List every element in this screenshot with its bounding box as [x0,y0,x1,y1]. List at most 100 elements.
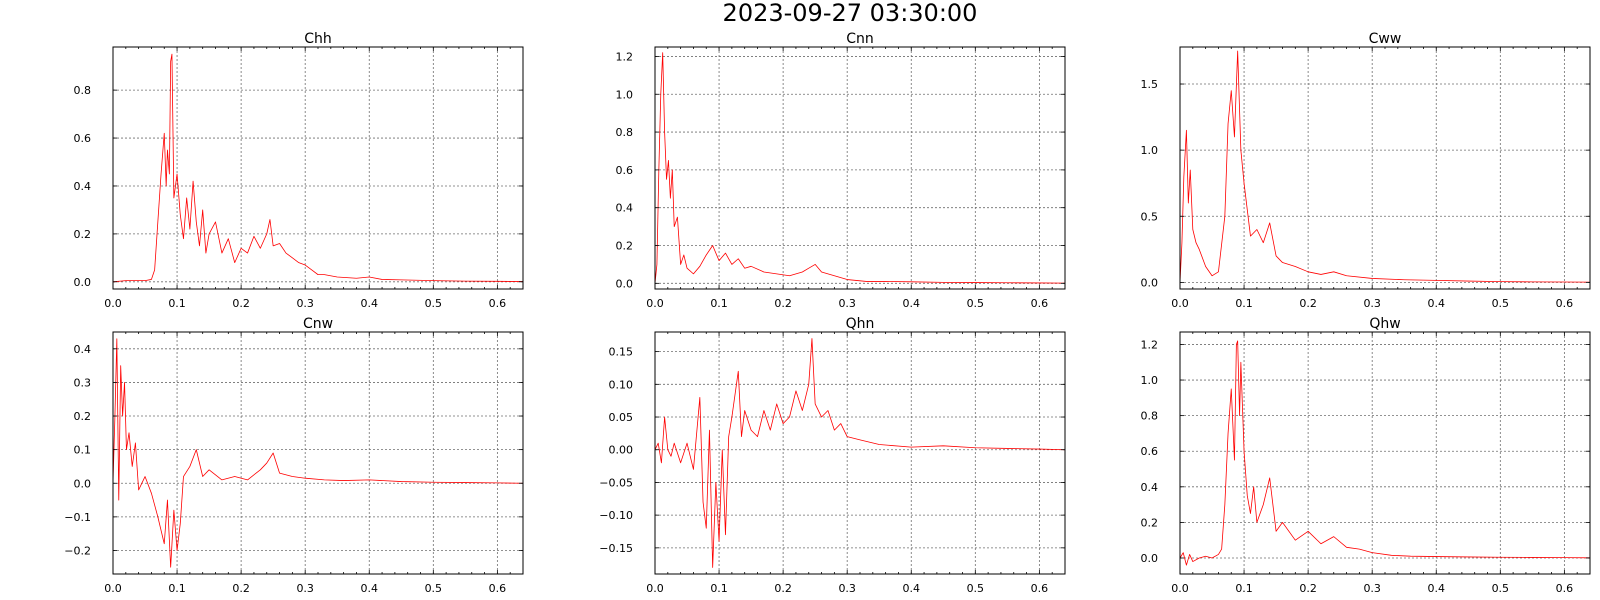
y-tick-label: 1.0 [1141,374,1159,387]
x-tick-label: 0.0 [646,582,664,595]
subplot-cnn: Cnn 0.0 0.1 0.2 0.3 0.4 0.5 0.6 0.0 0.2 0.4 0.6 0.8… [616,31,1066,310]
plot-area: 0.0 0.1 0.2 0.3 0.4 0.5 0.6 −0.2 −0.1 0.0 0.1 0.2 0.… [64,331,524,595]
y-tick-label: −0.15 [599,542,633,555]
x-tick-label: 0.4 [903,297,921,310]
y-tick-label: 0.2 [616,240,634,253]
y-tick-label: 0.0 [1141,276,1159,289]
y-tick-label: −0.2 [64,544,91,557]
x-tick-label: 0.2 [232,582,250,595]
x-tick-label: 0.5 [1492,582,1510,595]
x-tick-label: 0.4 [903,582,921,595]
y-tick-label: 0.4 [616,202,634,215]
y-tick-label: 0.0 [616,277,634,290]
y-tick-label: 0.15 [609,346,634,359]
y-tick-label: 0.0 [1141,552,1159,565]
y-tick-label: 0.10 [609,378,634,391]
y-tick-label: −0.10 [599,509,633,522]
x-tick-label: 0.5 [425,582,443,595]
x-tick-label: 0.1 [710,297,728,310]
y-tick-label: 0.0 [74,276,92,289]
series-line [1179,340,1591,566]
axes-frame [1179,331,1591,575]
subplot-qhw: Qhw 0.0 0.1 0.2 0.3 0.4 0.5 0.6 0.0 0.2 0.4 0.6 0.8… [1141,316,1591,595]
y-tick-label: 0.0 [74,477,92,490]
x-tick-label: 0.6 [489,582,507,595]
subplot-title: Qhn [846,316,875,332]
subplot-cnw: Cnw 0.0 0.1 0.2 0.3 0.4 0.5 0.6−0.2−0.10.00.10… [64,316,524,595]
subplot-chh: Chh 0.0 0.1 0.2 0.3 0.4 0.5 0.6 0.0 0.2 0.4 0.6 0.8 [74,31,524,310]
series-line [112,338,524,568]
y-tick-label: 1.0 [616,88,634,101]
y-tick-label: 0.05 [609,411,634,424]
x-tick-label: 0.1 [168,582,186,595]
y-tick-label: 0.6 [74,132,92,145]
y-tick-label: 0.4 [74,343,92,356]
y-tick-label: −0.05 [599,476,633,489]
x-tick-label: 0.0 [646,297,664,310]
subplot-title: Qhw [1369,316,1400,332]
x-tick-label: 0.0 [1171,582,1189,595]
y-tick-label: 0.00 [609,444,634,457]
x-tick-label: 0.3 [1363,582,1381,595]
plot-area: 0.0 0.1 0.2 0.3 0.4 0.5 0.6 0.0 0.5 1.0 1.5 [1141,46,1591,310]
x-tick-label: 0.3 [296,297,314,310]
x-tick-label: 0.2 [774,297,792,310]
y-tick-label: 0.8 [74,84,92,97]
x-tick-label: 0.5 [967,297,985,310]
y-tick-label: 0.5 [1141,210,1159,223]
plot-area: 0.0 0.1 0.2 0.3 0.4 0.5 0.6 0.0 0.2 0.4 0.6 0.8 [74,46,524,310]
x-tick-label: 0.2 [232,297,250,310]
y-tick-label: 1.5 [1141,78,1159,91]
x-tick-label: 0.2 [1299,582,1317,595]
x-tick-label: 0.6 [1556,582,1574,595]
y-tick-label: 0.6 [616,164,634,177]
y-tick-label: 0.8 [616,126,634,139]
x-tick-label: 0.6 [489,297,507,310]
x-tick-label: 0.1 [1235,582,1253,595]
x-tick-label: 0.5 [967,582,985,595]
series-line [654,52,1066,284]
y-tick-label: 0.3 [74,376,92,389]
x-tick-label: 0.1 [1235,297,1253,310]
subplot-title: Cnn [846,31,874,47]
axes-frame [654,331,1066,575]
x-tick-label: 0.0 [104,582,122,595]
x-tick-label: 0.5 [1492,297,1510,310]
series-line [654,338,1066,568]
subplot-title: Cnw [303,316,333,332]
y-tick-label: 1.2 [1141,338,1159,351]
axes-frame [654,46,1066,290]
subplot-cww: Cww 0.0 0.1 0.2 0.3 0.4 0.5 0.6 0.0 0.5 1.0 1.5 [1141,31,1591,310]
figure-title: 2023-09-27 03:30:00 [723,0,978,27]
y-tick-label: 0.6 [1141,445,1159,458]
y-tick-label: 0.8 [1141,410,1159,423]
x-tick-label: 0.4 [361,297,379,310]
y-tick-label: 0.4 [1141,481,1159,494]
x-tick-label: 0.4 [361,582,379,595]
axes-frame [112,46,524,290]
series-line [1179,50,1591,283]
plot-area: 0.0 0.1 0.2 0.3 0.4 0.5 0.6 −0.15 −0.10 −0.05 0.00… [599,331,1066,595]
x-tick-label: 0.0 [1171,297,1189,310]
x-tick-label: 0.3 [838,582,856,595]
x-tick-label: 0.1 [710,582,728,595]
y-tick-label: 0.2 [74,410,92,423]
subplot-title: Chh [304,31,332,47]
x-tick-label: 0.6 [1031,297,1049,310]
axes-frame [1179,46,1591,290]
y-tick-label: 1.2 [616,50,634,63]
x-tick-label: 0.3 [296,582,314,595]
y-tick-label: 0.2 [74,228,92,241]
x-tick-label: 0.4 [1428,297,1446,310]
subplot-qhn: Qhn 0.0 0.1 0.2 0.3 0.4 0.5 0.6 −0.15 −0.10 −0.05… [599,316,1066,595]
x-tick-label: 0.6 [1556,297,1574,310]
x-tick-label: 0.4 [1428,582,1446,595]
x-tick-label: 0.0 [104,297,122,310]
y-tick-label: 1.0 [1141,144,1159,157]
x-tick-label: 0.3 [1363,297,1381,310]
subplot-title: Cww [1369,31,1402,47]
x-tick-label: 0.3 [838,297,856,310]
x-tick-label: 0.2 [1299,297,1317,310]
x-tick-label: 0.1 [168,297,186,310]
